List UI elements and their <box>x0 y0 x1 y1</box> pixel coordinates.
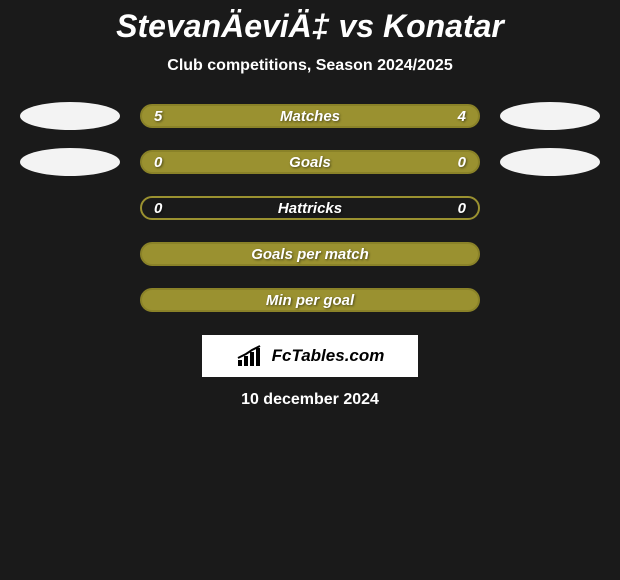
comparison-row: 0 Hattricks 0 <box>0 185 620 231</box>
stat-label: Matches <box>280 108 340 125</box>
chart-icon <box>236 344 268 368</box>
stat-label: Goals per match <box>251 246 369 263</box>
stat-bar: Min per goal <box>140 288 480 312</box>
comparison-row: Goals per match <box>0 231 620 277</box>
stat-label: Min per goal <box>266 292 354 309</box>
page-title: StevanÄeviÄ‡ vs Konatar <box>0 8 620 45</box>
player-left-ellipse <box>20 102 120 130</box>
ellipse-placeholder <box>500 240 600 268</box>
comparison-rows: 5 Matches 4 0 Goals 0 0 Hattricks 0 Goals per mat… <box>0 93 620 323</box>
stat-bar: 5 Matches 4 <box>140 104 480 128</box>
stat-label: Goals <box>289 154 331 171</box>
stat-value-right: 0 <box>458 200 466 217</box>
subtitle: Club competitions, Season 2024/2025 <box>0 57 620 75</box>
stat-value-left: 0 <box>154 200 162 217</box>
stat-bar: Goals per match <box>140 242 480 266</box>
stat-value-right: 0 <box>458 154 466 171</box>
player-right-ellipse <box>500 148 600 176</box>
stat-bar: 0 Goals 0 <box>140 150 480 174</box>
ellipse-placeholder <box>500 286 600 314</box>
date-text: 10 december 2024 <box>0 391 620 409</box>
stat-value-right: 4 <box>458 108 466 125</box>
stat-value-left: 5 <box>154 108 162 125</box>
stat-bar: 0 Hattricks 0 <box>140 196 480 220</box>
ellipse-placeholder <box>20 194 120 222</box>
ellipse-placeholder <box>20 240 120 268</box>
logo-box: FcTables.com <box>202 335 418 377</box>
ellipse-placeholder <box>20 286 120 314</box>
logo-text: FcTables.com <box>272 346 385 366</box>
player-right-ellipse <box>500 102 600 130</box>
player-left-ellipse <box>20 148 120 176</box>
comparison-row: 0 Goals 0 <box>0 139 620 185</box>
comparison-row: 5 Matches 4 <box>0 93 620 139</box>
comparison-row: Min per goal <box>0 277 620 323</box>
stat-label: Hattricks <box>278 200 342 217</box>
stat-value-left: 0 <box>154 154 162 171</box>
ellipse-placeholder <box>500 194 600 222</box>
